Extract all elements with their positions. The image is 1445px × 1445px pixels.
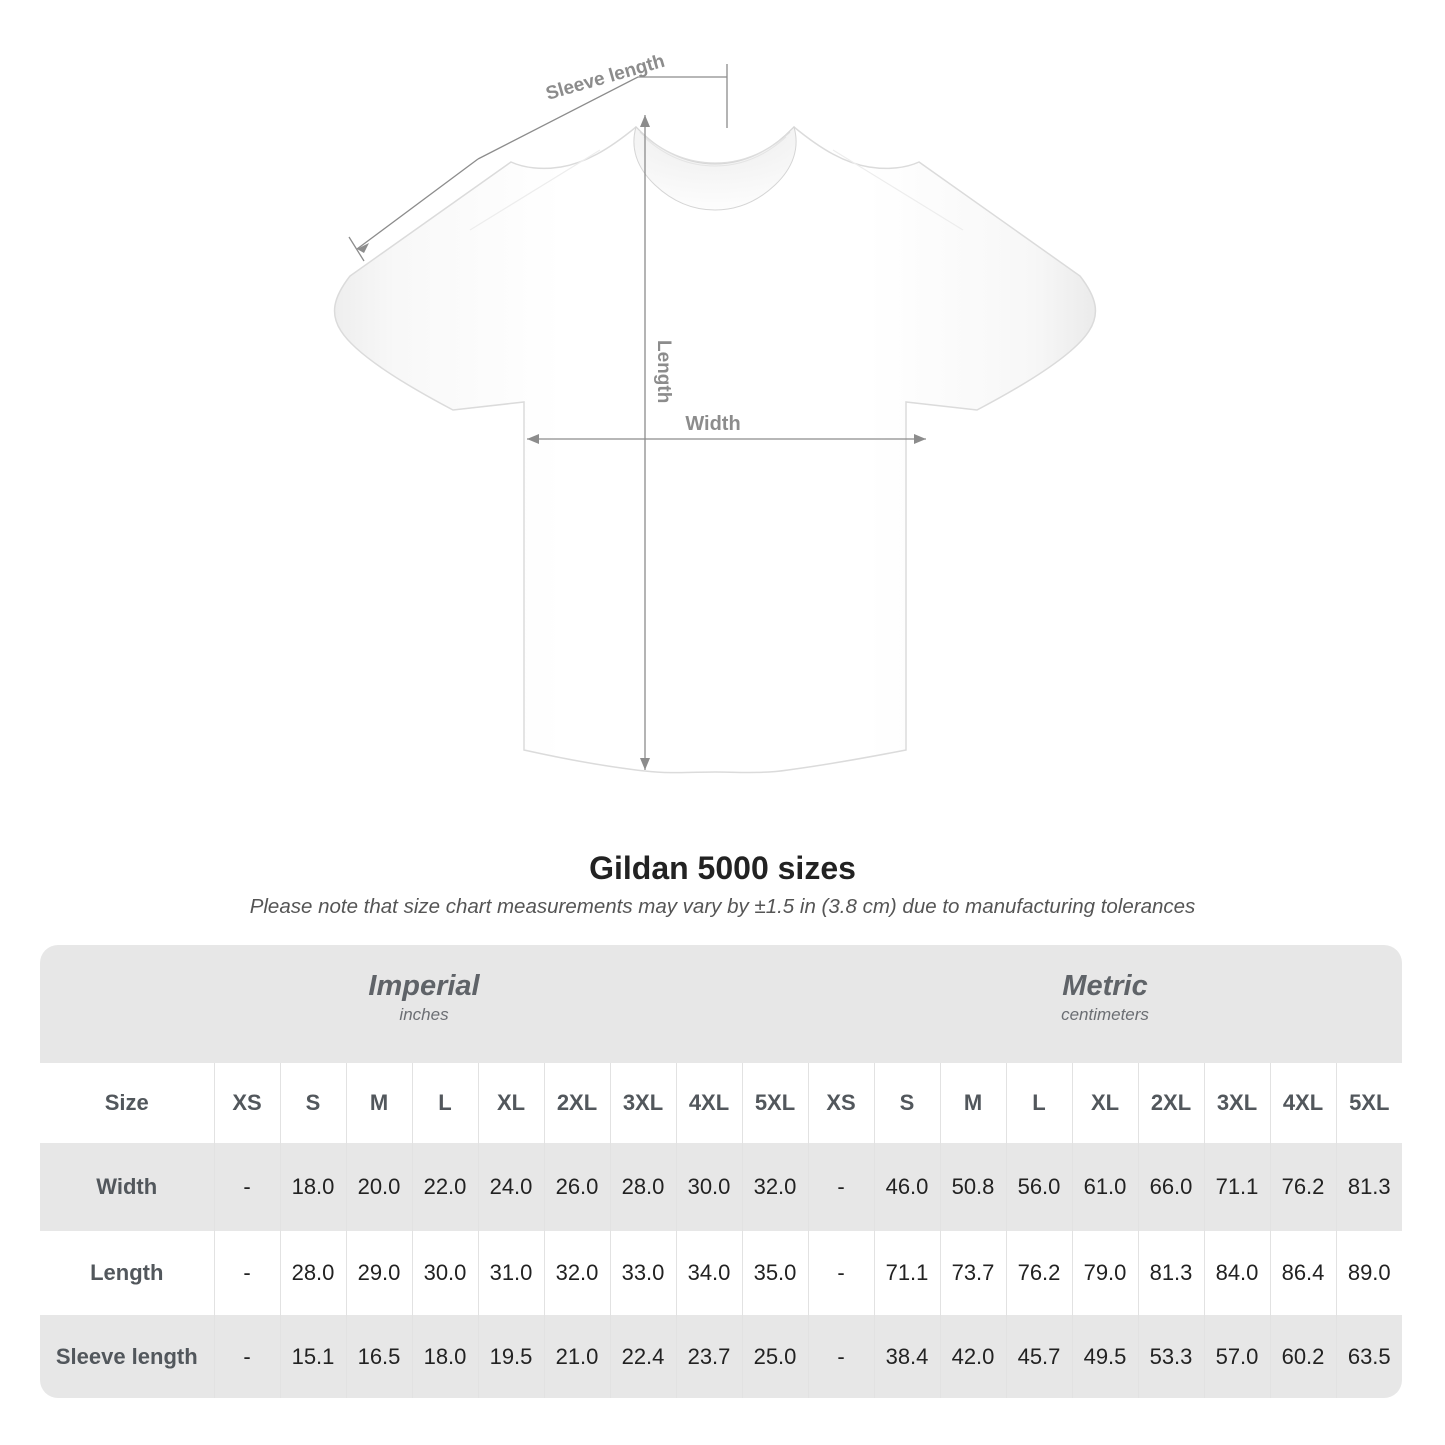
svg-text:Length: Length [653,340,674,403]
svg-text:Sleeve length: Sleeve length [544,51,668,105]
svg-text:Width: Width [685,413,740,435]
